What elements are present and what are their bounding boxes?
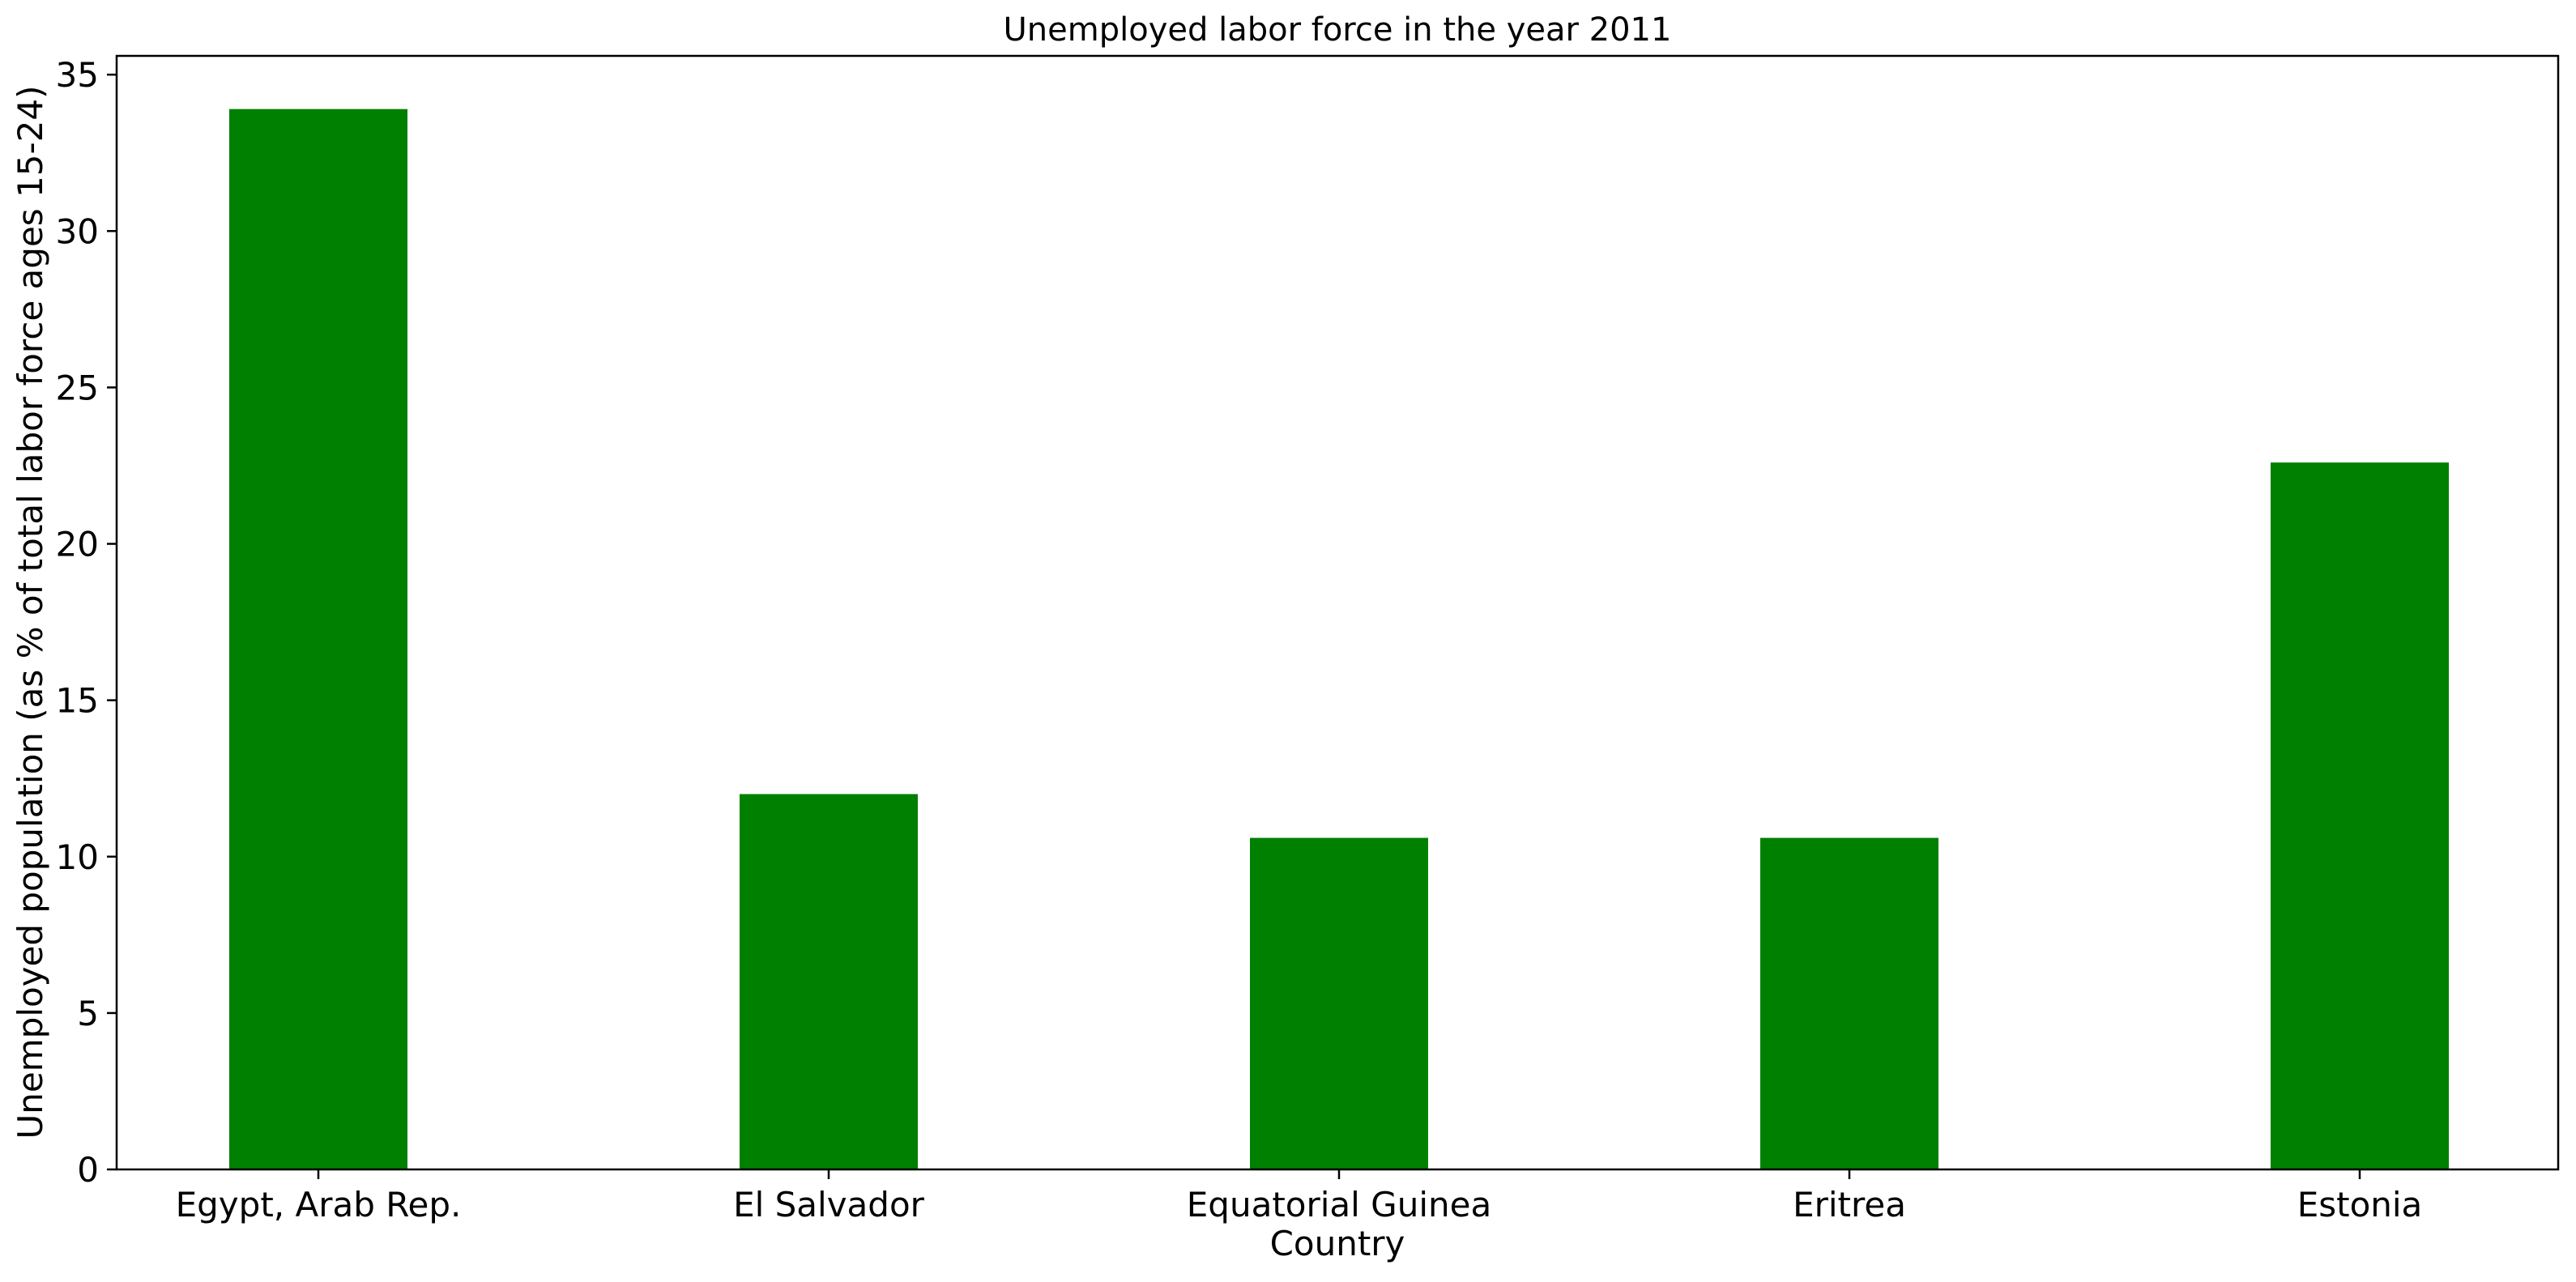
x-tick-label: El Salvador	[733, 1185, 925, 1225]
x-axis: Egypt, Arab Rep. El Salvador Equatorial Gu…	[176, 1169, 2423, 1225]
chart-title: Unemployed labor force in the year 2011	[1004, 11, 1672, 49]
x-axis-label: Country	[1270, 1224, 1405, 1263]
bar-egypt-arab-rep	[229, 109, 407, 1169]
x-tick-label: Egypt, Arab Rep.	[176, 1185, 462, 1225]
y-axis-label: Unemployed population (as % of total lab…	[11, 86, 50, 1139]
y-tick-label: 5	[77, 994, 99, 1033]
x-tick-label: Equatorial Guinea	[1187, 1185, 1491, 1225]
bar-eritrea	[1760, 837, 1938, 1169]
bar-equatorial-guinea	[1250, 837, 1428, 1169]
y-tick-label: 15	[56, 681, 99, 721]
y-tick-label: 10	[56, 837, 99, 877]
bar-el-salvador	[740, 794, 918, 1169]
y-tick-label: 30	[56, 211, 99, 251]
y-axis: 0 5 10 15 20 25 30 35	[56, 55, 117, 1190]
bars-layer	[229, 109, 2449, 1169]
y-tick-label: 35	[56, 55, 99, 95]
x-tick-label: Eritrea	[1793, 1185, 1906, 1225]
y-tick-label: 20	[56, 525, 99, 564]
x-tick-label: Estonia	[2297, 1185, 2423, 1225]
y-tick-label: 25	[56, 368, 99, 407]
y-tick-label: 0	[77, 1150, 99, 1190]
bar-estonia	[2271, 462, 2449, 1169]
plot-frame	[115, 54, 2560, 1171]
